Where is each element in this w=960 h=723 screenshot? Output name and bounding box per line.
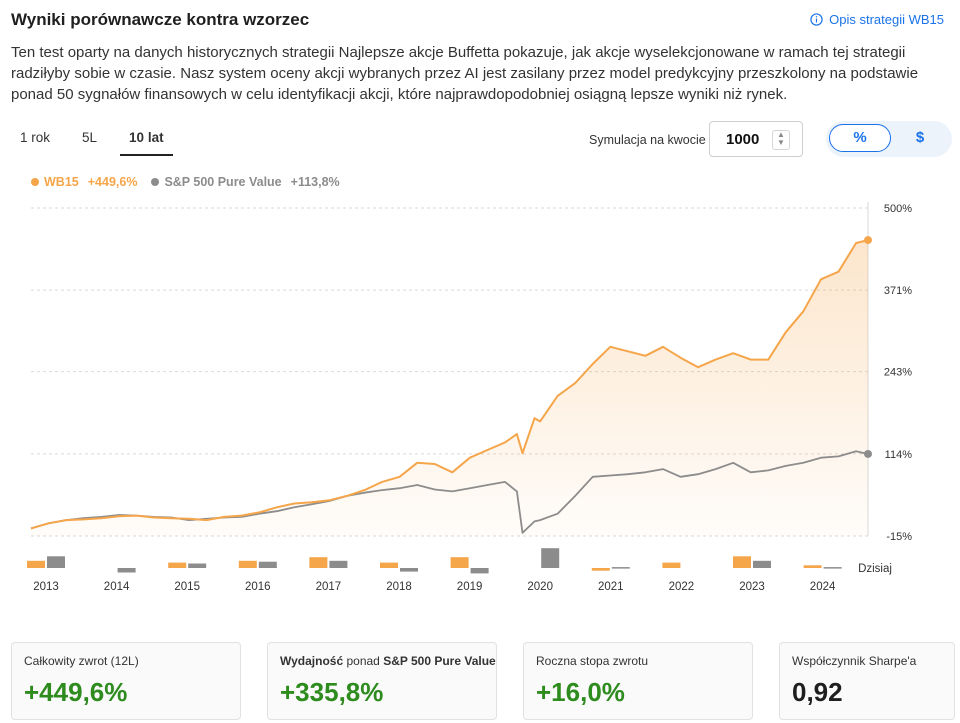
annual-bar-wb15 — [591, 568, 610, 571]
chart-legend: WB15 +449,6% S&P 500 Pure Value +113,8% — [31, 175, 340, 189]
legend-wb15-name: WB15 — [44, 175, 79, 189]
stat-label-sharpe: Współczynnik Sharpe'a — [792, 654, 917, 668]
y-tick-label: -15% — [886, 531, 912, 543]
tab-10-years[interactable]: 10 lat — [120, 126, 173, 156]
annual-bar-benchmark — [47, 556, 65, 568]
stat-label-total-return: Całkowity zwrot (12L) — [24, 654, 139, 668]
x-tick-label: 2019 — [457, 581, 483, 593]
x-tick-label: 2014 — [104, 581, 130, 593]
wb15-end-point — [864, 236, 872, 245]
info-icon — [810, 13, 823, 26]
x-tick-label: 2016 — [245, 581, 271, 593]
simulation-amount-input[interactable]: 1000 ▲ ▼ — [709, 121, 803, 157]
x-tick-label: 2022 — [669, 581, 695, 593]
annual-bar-wb15 — [168, 562, 187, 568]
x-tick-label: 2015 — [174, 581, 200, 593]
x-tick-label: 2013 — [33, 581, 59, 593]
tab-1-year[interactable]: 1 rok — [20, 130, 51, 145]
legend-dot-benchmark — [151, 178, 160, 186]
stat-value-total-return: +449,6% — [24, 677, 128, 707]
performance-chart[interactable]: 500% 371% 243% 114% -15% 2013 2014 2015 2016 2017… — [0, 195, 960, 605]
chevron-up-icon[interactable]: ▲ — [777, 130, 785, 139]
annual-bar-benchmark — [611, 567, 630, 569]
stat-label-excess-suffix: S&P 500 Pure Value — [383, 654, 496, 668]
x-tick-label: 2023 — [739, 581, 765, 593]
annual-bar-benchmark — [329, 560, 348, 568]
amount-stepper[interactable]: ▲ ▼ — [772, 130, 790, 150]
annual-bar-benchmark — [470, 568, 489, 574]
today-label: Dzisiaj — [858, 563, 892, 575]
period-tabs: 1 rok 5L 10 lat — [11, 126, 187, 156]
annual-bar-wb15 — [380, 562, 398, 568]
simulation-label: Symulacja na kwocie — [589, 133, 706, 147]
annual-bar-wb15 — [27, 560, 45, 568]
simulation-amount-value[interactable]: 1000 — [726, 131, 760, 148]
stat-value-sharpe: 0,92 — [792, 677, 843, 707]
annual-bar-benchmark — [188, 563, 207, 568]
stat-label-excess-return: Wydajność ponad S&P 500 Pure Value — [280, 654, 496, 668]
legend-wb15-value: +449,6% — [87, 175, 138, 189]
annual-bar-benchmark — [753, 560, 771, 568]
stat-label-excess-mid: ponad — [343, 654, 384, 668]
x-tick-label: 2018 — [386, 581, 412, 593]
chevron-down-icon[interactable]: ▼ — [777, 138, 785, 147]
legend-benchmark: S&P 500 Pure Value +113,8% — [151, 175, 340, 189]
legend-wb15: WB15 +449,6% — [31, 175, 137, 189]
strategy-description-text: Ten test oparty na danych historycznych … — [11, 44, 919, 103]
stat-card-excess-return: Wydajność ponad S&P 500 Pure Value +335,… — [267, 642, 497, 720]
x-tick-label: 2020 — [527, 581, 553, 593]
annual-bar-benchmark — [117, 568, 136, 573]
legend-dot-wb15 — [31, 178, 39, 186]
legend-benchmark-name: S&P 500 Pure Value — [164, 175, 282, 189]
toggle-dollar[interactable]: $ — [915, 129, 925, 146]
page-title: Wyniki porównawcze kontra wzorzec — [11, 10, 310, 29]
toggle-percent[interactable]: % — [829, 124, 891, 152]
x-tick-label: 2021 — [598, 581, 624, 593]
annual-bar-benchmark — [400, 568, 418, 572]
annual-bar-benchmark — [541, 548, 560, 568]
wb15-series-line — [30, 239, 869, 530]
annual-bar-wb15 — [238, 560, 257, 568]
stat-label-excess-prefix: Wydajność — [280, 654, 344, 668]
wb15-area — [31, 240, 868, 536]
annual-bar-benchmark — [823, 567, 842, 569]
stat-card-annual-return: Roczna stopa zwrotu +16,0% — [523, 642, 753, 720]
strategy-description-link[interactable]: Opis strategii WB15 — [810, 12, 944, 27]
stat-label-annual-return: Roczna stopa zwrotu — [536, 654, 649, 668]
annual-bar-wb15 — [803, 565, 822, 568]
benchmark-end-point — [864, 449, 872, 458]
stat-value-excess-return: +335,8% — [280, 677, 384, 707]
annual-bar-wb15 — [450, 557, 469, 568]
y-tick-label: 114% — [885, 449, 913, 461]
annual-bar-benchmark — [258, 561, 277, 568]
x-tick-label: 2017 — [316, 581, 342, 593]
strategy-description-label[interactable]: Opis strategii WB15 — [829, 12, 944, 27]
annual-bar-wb15 — [733, 556, 751, 568]
unit-toggle: % $ — [826, 121, 952, 157]
legend-benchmark-value: +113,8% — [290, 175, 340, 189]
stat-card-total-return: Całkowity zwrot (12L) +449,6% — [11, 642, 241, 720]
y-tick-label: 371% — [884, 285, 912, 297]
stat-card-sharpe: Współczynnik Sharpe'a 0,92 — [779, 642, 955, 720]
x-tick-label: 2024 — [810, 581, 836, 593]
y-tick-label: 500% — [884, 203, 912, 215]
annual-bar-wb15 — [309, 557, 328, 568]
y-tick-label: 243% — [884, 367, 912, 379]
stat-value-annual-return: +16,0% — [536, 677, 625, 707]
tab-5-years[interactable]: 5L — [82, 130, 98, 145]
annual-bar-wb15 — [662, 562, 681, 568]
